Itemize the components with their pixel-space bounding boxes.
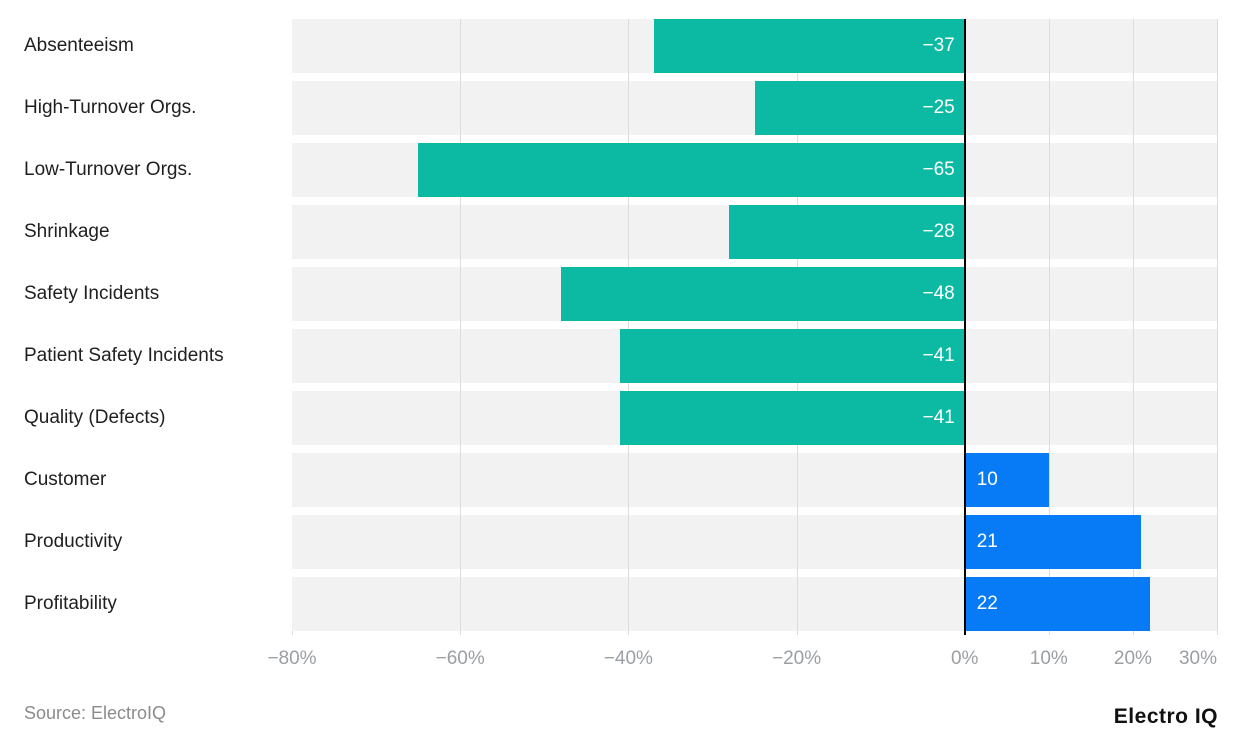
category-label: Profitability (24, 593, 117, 614)
x-tick-label: −40% (603, 648, 653, 669)
x-tick-mark (797, 631, 798, 635)
bar-value-label: −25 (922, 97, 955, 118)
category-label: Low-Turnover Orgs. (24, 159, 193, 180)
bar: −37 (653, 19, 965, 73)
row-band (292, 453, 1217, 507)
bar-value-label: −37 (922, 35, 955, 56)
category-label: Customer (24, 469, 107, 490)
x-tick-label: 10% (1029, 648, 1068, 669)
category-label: Shrinkage (24, 221, 110, 242)
category-label: Productivity (24, 531, 123, 552)
x-tick-mark (1049, 631, 1050, 635)
gridline (1133, 19, 1134, 631)
gridline (797, 19, 798, 631)
bar: −41 (619, 329, 965, 383)
source-note: Source: ElectroIQ (24, 703, 167, 723)
x-tick-label: −60% (435, 648, 485, 669)
x-tick-label: 0% (950, 648, 979, 669)
bar-value-label: −65 (922, 159, 955, 180)
category-label: Absenteeism (24, 35, 134, 56)
gridline (1049, 19, 1050, 631)
brand-logo: Electro IQ (1113, 705, 1218, 728)
bar-value-label: 22 (976, 593, 998, 614)
gridline (1217, 19, 1218, 631)
zero-baseline (964, 19, 966, 635)
x-tick-mark (1217, 631, 1218, 635)
category-label: High-Turnover Orgs. (24, 97, 197, 118)
bar: −28 (729, 205, 965, 259)
bar-value-label: −28 (922, 221, 955, 242)
bar-value-label: −41 (922, 345, 955, 366)
gridline (628, 19, 629, 631)
bar: 22 (964, 577, 1150, 631)
x-tick-mark (460, 631, 461, 635)
x-tick-label: −80% (267, 648, 317, 669)
category-label: Patient Safety Incidents (24, 345, 224, 366)
bar: 10 (964, 453, 1049, 507)
bar-value-label: 10 (976, 469, 998, 490)
bar: −48 (561, 267, 965, 321)
bar-value-label: −48 (922, 283, 955, 304)
category-label: Safety Incidents (24, 283, 160, 304)
bar-value-label: 21 (976, 531, 998, 552)
bar: −25 (754, 81, 965, 135)
bar: −41 (619, 391, 965, 445)
x-tick-mark (292, 631, 293, 635)
bar: 21 (964, 515, 1142, 569)
bar: −65 (418, 143, 965, 197)
x-tick-mark (1133, 631, 1134, 635)
x-tick-label: 30% (1178, 648, 1217, 669)
gridline (460, 19, 461, 631)
bar-value-label: −41 (922, 407, 955, 428)
x-tick-label: −20% (771, 648, 822, 669)
x-tick-mark (628, 631, 629, 635)
x-tick-label: 20% (1113, 648, 1152, 669)
category-label: Quality (Defects) (24, 407, 166, 428)
